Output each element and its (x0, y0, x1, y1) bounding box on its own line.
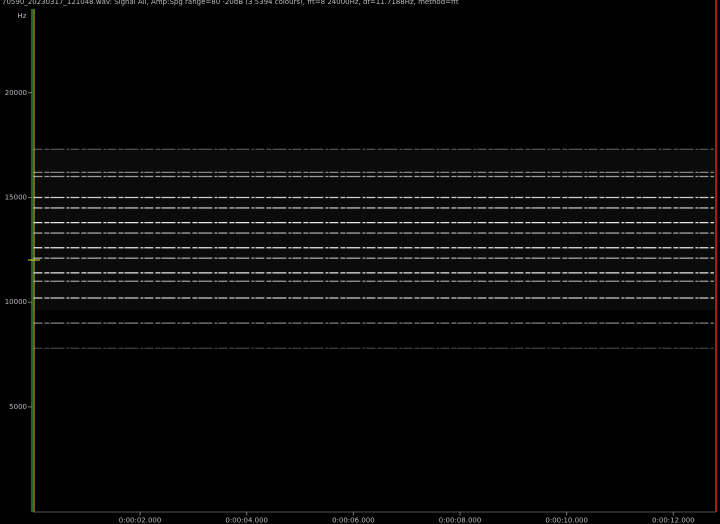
x-tick-label: 0:00:02.000 (119, 517, 162, 524)
y-tick-label: 10000 (5, 298, 27, 306)
x-tick-label: 0:00:08.000 (439, 517, 482, 524)
y-tick-label: 15000 (5, 193, 27, 201)
y-tick-label: 20000 (5, 89, 27, 97)
y-axis-label: Hz (18, 12, 27, 20)
y-tick-label: 5000 (9, 403, 27, 411)
x-tick-label: 0:00:12.000 (652, 517, 695, 524)
x-tick-label: 0:00:06.000 (332, 517, 375, 524)
window-title: 70590_20230317_121048.wav: Signal All, A… (2, 0, 459, 6)
x-tick-label: 0:00:04.000 (225, 517, 268, 524)
x-tick-label: 0:00:10.000 (545, 517, 588, 524)
noise-region (33, 150, 715, 310)
